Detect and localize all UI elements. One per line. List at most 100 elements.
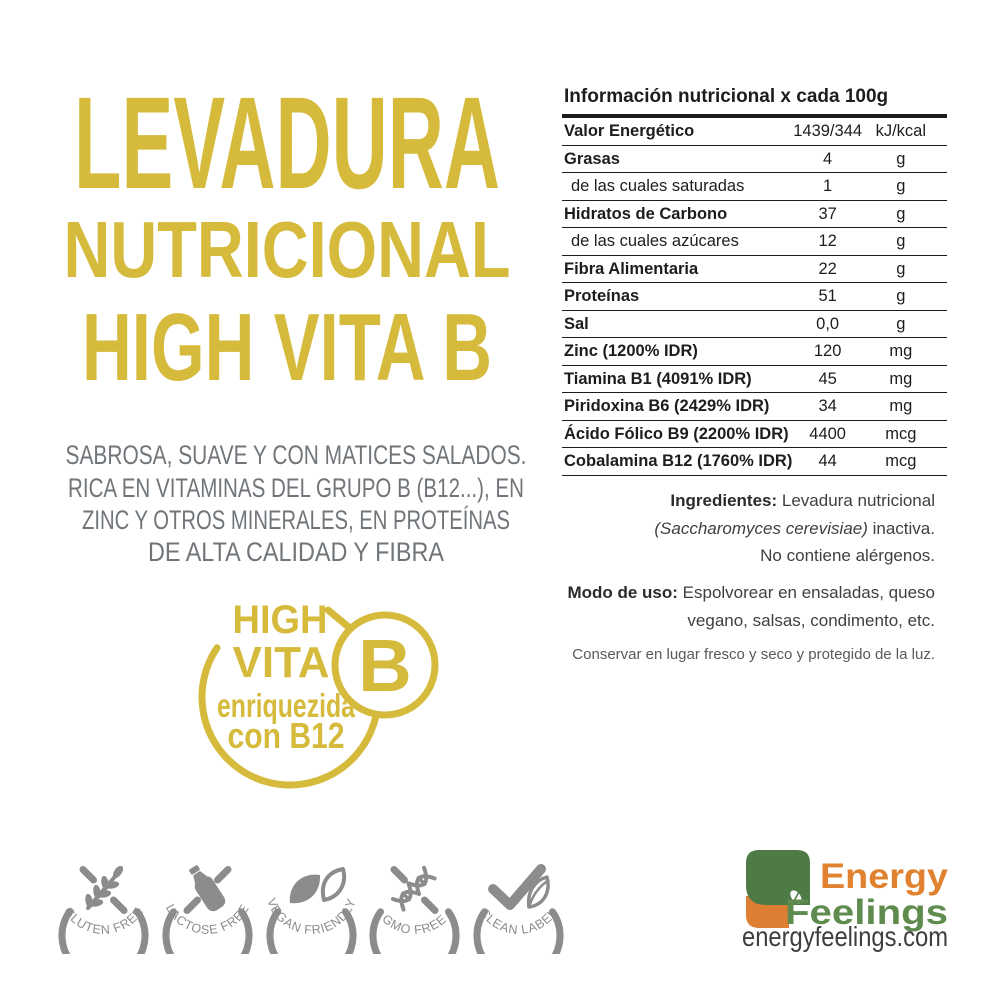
energy-feelings-logo: Energy Feelings energyfeelings.com (742, 850, 949, 952)
nutrient-unit: g (896, 259, 906, 278)
storage-instructions: Conservar en lugar fresco y seco y prote… (572, 646, 935, 663)
usage-text: Espolvorear en ensaladas, queso (682, 583, 935, 602)
nutrient-label: Proteínas (564, 287, 640, 305)
prohibition-bar-icon (183, 866, 232, 914)
ingredients-text: Levadura nutricional (781, 491, 935, 510)
nutrient-value: 37 (818, 204, 837, 223)
nutrition-row: Proteínas 51 g (562, 283, 947, 311)
nutrient-label: Grasas (564, 149, 620, 168)
nutrient-value: 1 (823, 177, 833, 195)
prohibition-bar-icon (79, 866, 128, 914)
prohibition-bar-icon (390, 866, 439, 914)
nutrient-unit: mg (889, 342, 913, 360)
nutrient-value: 44 (818, 452, 837, 470)
nutrient-label: de las cuales azúcares (571, 232, 739, 250)
nutrition-row: Sal 0,0 g (562, 311, 947, 338)
checkmark-leaf-icon (488, 864, 550, 910)
title-line-3: HIGH VITA B (82, 294, 492, 390)
description-line: SABROSA, SUAVE Y CON MATICES SALADOS. (66, 440, 527, 470)
description-line: RICA EN VITAMINAS DEL GRUPO B (B12...), … (68, 473, 524, 503)
high-vita-b-badge: B HIGH VITA enriquezida con B12 (198, 598, 439, 789)
vitamin-b-letter: B (358, 624, 411, 707)
nutrient-value: 12 (818, 232, 837, 250)
badge-label: GMO FREE (380, 912, 450, 937)
title-line-2: NUTRICIONAL (64, 205, 511, 294)
title-line-1: LEVADURA (74, 78, 500, 216)
nutrient-label: Fibra Alimentaria (564, 259, 699, 278)
ingredients-line: Ingredientes: Levadura nutricional (505, 487, 935, 515)
nutrient-unit: mcg (885, 424, 917, 443)
nutrient-unit: g (896, 287, 906, 305)
vita-badge-word-enriquezida: enriquezida (217, 687, 355, 724)
nutrient-label: Hidratos de Carbono (564, 204, 728, 223)
nutrient-label: Cobalamina B12 (1760% IDR) (564, 452, 793, 470)
vita-badge-word-con-b12: con B12 (228, 715, 345, 756)
nutrient-unit: g (896, 204, 906, 223)
ingredients-text: inactiva. (872, 518, 935, 538)
nutrient-value: 4400 (809, 424, 846, 443)
brand-website: energyfeelings.com (742, 921, 948, 952)
nutrient-unit: g (896, 149, 906, 168)
vitamin-b-circle-icon (331, 611, 439, 719)
vita-badge-word-vita: VITA (233, 638, 330, 687)
nutrient-label: Zinc (1200% IDR) (564, 342, 698, 360)
nutrient-value: 120 (813, 342, 842, 360)
usage-block: Modo de uso: Espolvorear en ensaladas, q… (505, 579, 935, 634)
brand-name-feelings: Feelings (785, 893, 948, 932)
usage-line: vegano, salsas, condimento, etc. (687, 610, 935, 630)
nutrient-value: 1439/344 (793, 122, 863, 140)
badge-label: VEGAN FRIENDLY (264, 896, 359, 937)
nutrition-row: Piridoxina B6 (2429% IDR) 34 mg (562, 393, 947, 421)
brand-leaf-mark-icon (746, 850, 810, 928)
lactose-free-badge: LACTOSE FREE (162, 865, 253, 954)
badge-label: GLUTEN FREE (61, 904, 146, 937)
nutrition-row: de las cuales saturadas 1 g (562, 173, 947, 201)
certification-badges-row: GLUTEN FREE LACTOSE FREE VEGAN FRIENDLY (55, 842, 567, 957)
vegan-friendly-badge: VEGAN FRIENDLY (264, 867, 359, 954)
nutrient-unit: mg (889, 397, 913, 415)
nutrition-row: Valor Energético 1439/344 kJ/kcal (562, 118, 947, 146)
ingredients-line: (Saccharomyces cerevisiae) inactiva. (505, 515, 935, 543)
description-line: ZINC Y OTROS MINERALES, EN PROTEÍNAS (82, 505, 510, 535)
vita-badge-connector (324, 606, 355, 633)
nutrition-table-rows: Valor Energético 1439/344 kJ/kcal Grasas… (562, 118, 947, 476)
nutrient-value: 22 (818, 259, 837, 278)
nutrition-table: Información nutricional x cada 100g Valo… (562, 84, 947, 476)
leaves-icon (289, 867, 346, 904)
nutrition-row: Zinc (1200% IDR) 120 mg (562, 338, 947, 366)
nutrient-label: Ácido Fólico B9 (2200% IDR) (564, 424, 789, 443)
nutrient-label: Piridoxina B6 (2429% IDR) (564, 397, 770, 415)
nutrient-value: 34 (818, 397, 837, 415)
nutrient-label: Tiamina B1 (4091% IDR) (564, 369, 752, 388)
nutrition-row: Ácido Fólico B9 (2200% IDR) 4400 mcg (562, 421, 947, 448)
nutrition-row: Cobalamina B12 (1760% IDR) 44 mcg (562, 448, 947, 476)
vita-badge-word-high: HIGH (233, 598, 328, 642)
nutrition-row: Grasas 4 g (562, 146, 947, 173)
usage-heading: Modo de uso: (567, 583, 678, 602)
nutrient-label: Valor Energético (564, 122, 695, 140)
ingredients-allergen-line: No contiene alérgenos. (760, 546, 935, 565)
product-title: LEVADURA NUTRICIONAL HIGH VITA B (64, 78, 511, 390)
clean-label-badge: CLEAN LABEL (473, 864, 564, 954)
nutrient-unit: mg (889, 369, 913, 388)
gluten-free-badge: GLUTEN FREE (58, 865, 149, 954)
nutrient-label: de las cuales saturadas (571, 177, 745, 195)
nutrient-unit: g (896, 232, 906, 250)
nutrient-label: Sal (564, 314, 589, 333)
gmo-free-badge: GMO FREE (369, 865, 460, 954)
nutrition-table-header: Información nutricional x cada 100g (562, 84, 947, 118)
nutrient-value: 51 (818, 287, 837, 305)
dna-icon (391, 865, 437, 912)
description-line: DE ALTA CALIDAD Y FIBRA (148, 537, 444, 567)
nutrition-row: Hidratos de Carbono 37 g (562, 201, 947, 228)
nutrient-value: 4 (823, 149, 833, 168)
ingredients-heading: Ingredientes: (670, 491, 778, 510)
nutrient-unit: g (896, 177, 906, 195)
nutrient-unit: g (896, 314, 906, 333)
nutrition-row: Fibra Alimentaria 22 g (562, 256, 947, 283)
nutrient-unit: mcg (885, 452, 917, 470)
nutrition-row: Tiamina B1 (4091% IDR) 45 mg (562, 366, 947, 393)
brand-name-energy: Energy (820, 857, 949, 896)
ingredients-block: Ingredientes: Levadura nutricional (Sacc… (505, 487, 935, 570)
